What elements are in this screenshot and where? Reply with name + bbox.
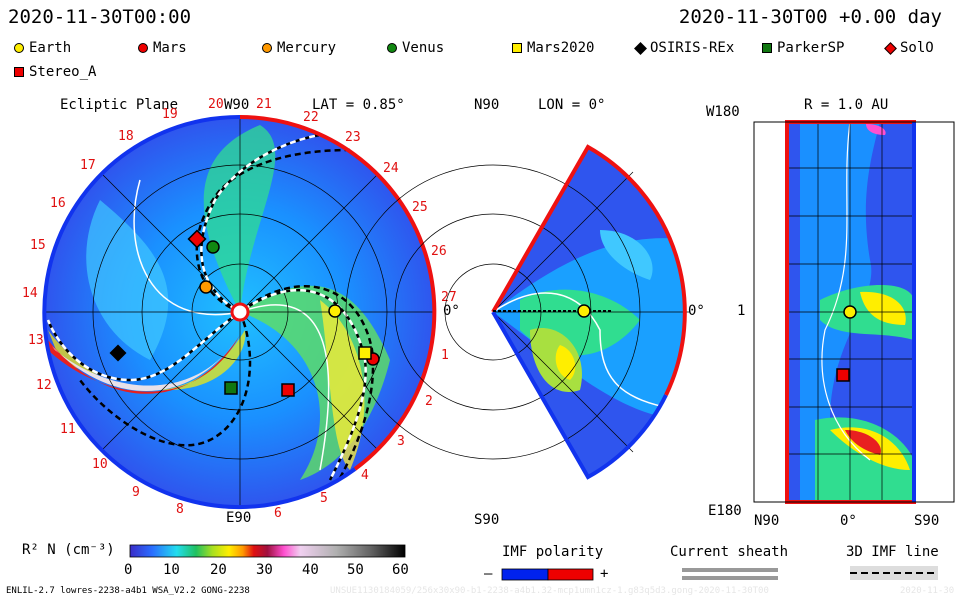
earth-marker-icon (328, 304, 342, 318)
legend-osiris-rex: OSIRIS-REx (634, 40, 734, 56)
sun-icon (230, 302, 250, 322)
meridional-top-left: N90 (474, 97, 500, 113)
sector-number: 25 (412, 200, 428, 215)
sector-number: 12 (36, 378, 52, 393)
map-title: R = 1.0 AU (804, 97, 889, 113)
ecliptic-title: Ecliptic Plane (60, 97, 179, 113)
legend-mars2020: Mars2020 (512, 40, 594, 56)
stereo-a-marker-icon (281, 383, 295, 397)
meridional-bottom-left: S90 (474, 512, 500, 528)
sector-number: 15 (30, 238, 46, 253)
map-x-label-0: 0° (840, 513, 857, 529)
map-x-label-n90: N90 (754, 513, 780, 529)
sector-number: 21 (256, 97, 272, 112)
ecliptic-rim-positive (239, 115, 437, 471)
legend-mars: Mars (138, 40, 187, 56)
mars2020-marker-icon (358, 346, 372, 360)
sector-number: 4 (361, 468, 369, 483)
ecliptic-lat: LAT = 0.85° (312, 97, 405, 113)
sector-number: 1 (441, 348, 449, 363)
footer-right: 2020-11-30 (900, 586, 955, 596)
colorbar-tick: 50 (347, 562, 364, 578)
header-right-time: 2020-11-30T00 +0.00 day (678, 6, 942, 28)
imf-polarity-title: IMF polarity (502, 544, 604, 560)
sector-number: 13 (28, 333, 44, 348)
map-x-label-s90: S90 (914, 513, 940, 529)
ecliptic-rim-negative (42, 114, 357, 509)
venus-marker-icon (387, 43, 397, 53)
mars-marker-icon (138, 43, 148, 53)
venus-marker-icon (206, 240, 220, 254)
colorbar-tick: 60 (392, 562, 409, 578)
colorbar-label: R² N (cm⁻³) (22, 542, 115, 558)
imf-negative-swatch (501, 568, 549, 581)
map-earth-marker-icon (843, 305, 857, 319)
map-bottom-left: E180 (708, 503, 742, 519)
footer-run: UNSUE1130184059/256x30x90-b1-2238-a4b1.3… (330, 586, 769, 596)
colorbar (129, 544, 406, 558)
sector-number: 26 (431, 244, 447, 259)
ecliptic-right-axis: 0° (443, 303, 460, 319)
sector-number: 5 (320, 491, 328, 506)
colorbar-tick: 10 (163, 562, 180, 578)
footer-model: ENLIL-2.7 lowres-2238-a4b1 WSA_V2.2 GONG… (6, 586, 250, 596)
legend-earth: Earth (14, 40, 71, 56)
sector-number: 6 (274, 506, 282, 521)
sector-number: 11 (60, 422, 76, 437)
earth-marker-icon (14, 43, 24, 53)
sector-number: 14 (22, 286, 38, 301)
sector-number: 16 (50, 196, 66, 211)
mercury-marker-icon (262, 43, 272, 53)
imf-polarity-minus: – (484, 566, 493, 582)
header-left-time: 2020-11-30T00:00 (8, 6, 192, 28)
sector-number: 22 (303, 110, 319, 125)
osiris-rex-marker-icon (109, 344, 127, 362)
sector-number: 20 (208, 97, 224, 112)
map-top-left: W180 (706, 104, 740, 120)
legend-mercury: Mercury (262, 40, 336, 56)
sector-number: 19 (162, 107, 178, 122)
parkersp-marker-icon (224, 381, 238, 395)
sector-number: 10 (92, 457, 108, 472)
legend-venus: Venus (387, 40, 444, 56)
sector-number: 27 (441, 290, 457, 305)
colorbar-tick: 20 (210, 562, 227, 578)
sector-number: 17 (80, 158, 96, 173)
colorbar-tick: 30 (256, 562, 273, 578)
sector-number: 23 (345, 130, 361, 145)
parkersp-marker-icon (762, 43, 772, 53)
ecliptic-bottom-axis: E90 (226, 510, 252, 526)
legend-solo: SolO (884, 40, 934, 56)
imf-line-title: 3D IMF line (846, 544, 939, 560)
map-mid-left: 1 (737, 303, 746, 319)
legend-parkersp: ParkerSP (762, 40, 844, 56)
sector-number: 9 (132, 485, 140, 500)
mercury-marker-icon (199, 280, 213, 294)
imf-polarity-plus: + (600, 566, 609, 582)
legend-stereo-a: Stereo_A (14, 64, 96, 80)
sector-number: 8 (176, 502, 184, 517)
colorbar-tick: 40 (302, 562, 319, 578)
mars2020-marker-icon (512, 43, 522, 53)
colorbar-tick: 0 (124, 562, 133, 578)
meridional-earth-marker-icon (577, 304, 591, 318)
ecliptic-top-axis: W90 (224, 97, 250, 113)
sector-number: 3 (397, 434, 405, 449)
meridional-right-axis: 0° (688, 303, 705, 319)
meridional-lon: LON = 0° (538, 97, 606, 113)
sector-number: 24 (383, 161, 399, 176)
sector-number: 2 (425, 394, 433, 409)
imf-positive-swatch (547, 568, 594, 581)
sector-number: 18 (118, 129, 134, 144)
map-stereo-a-marker-icon (836, 368, 850, 382)
current-sheath-title: Current sheath (670, 544, 789, 560)
solo-marker-icon (187, 229, 207, 249)
stereo-a-marker-icon (14, 67, 24, 77)
